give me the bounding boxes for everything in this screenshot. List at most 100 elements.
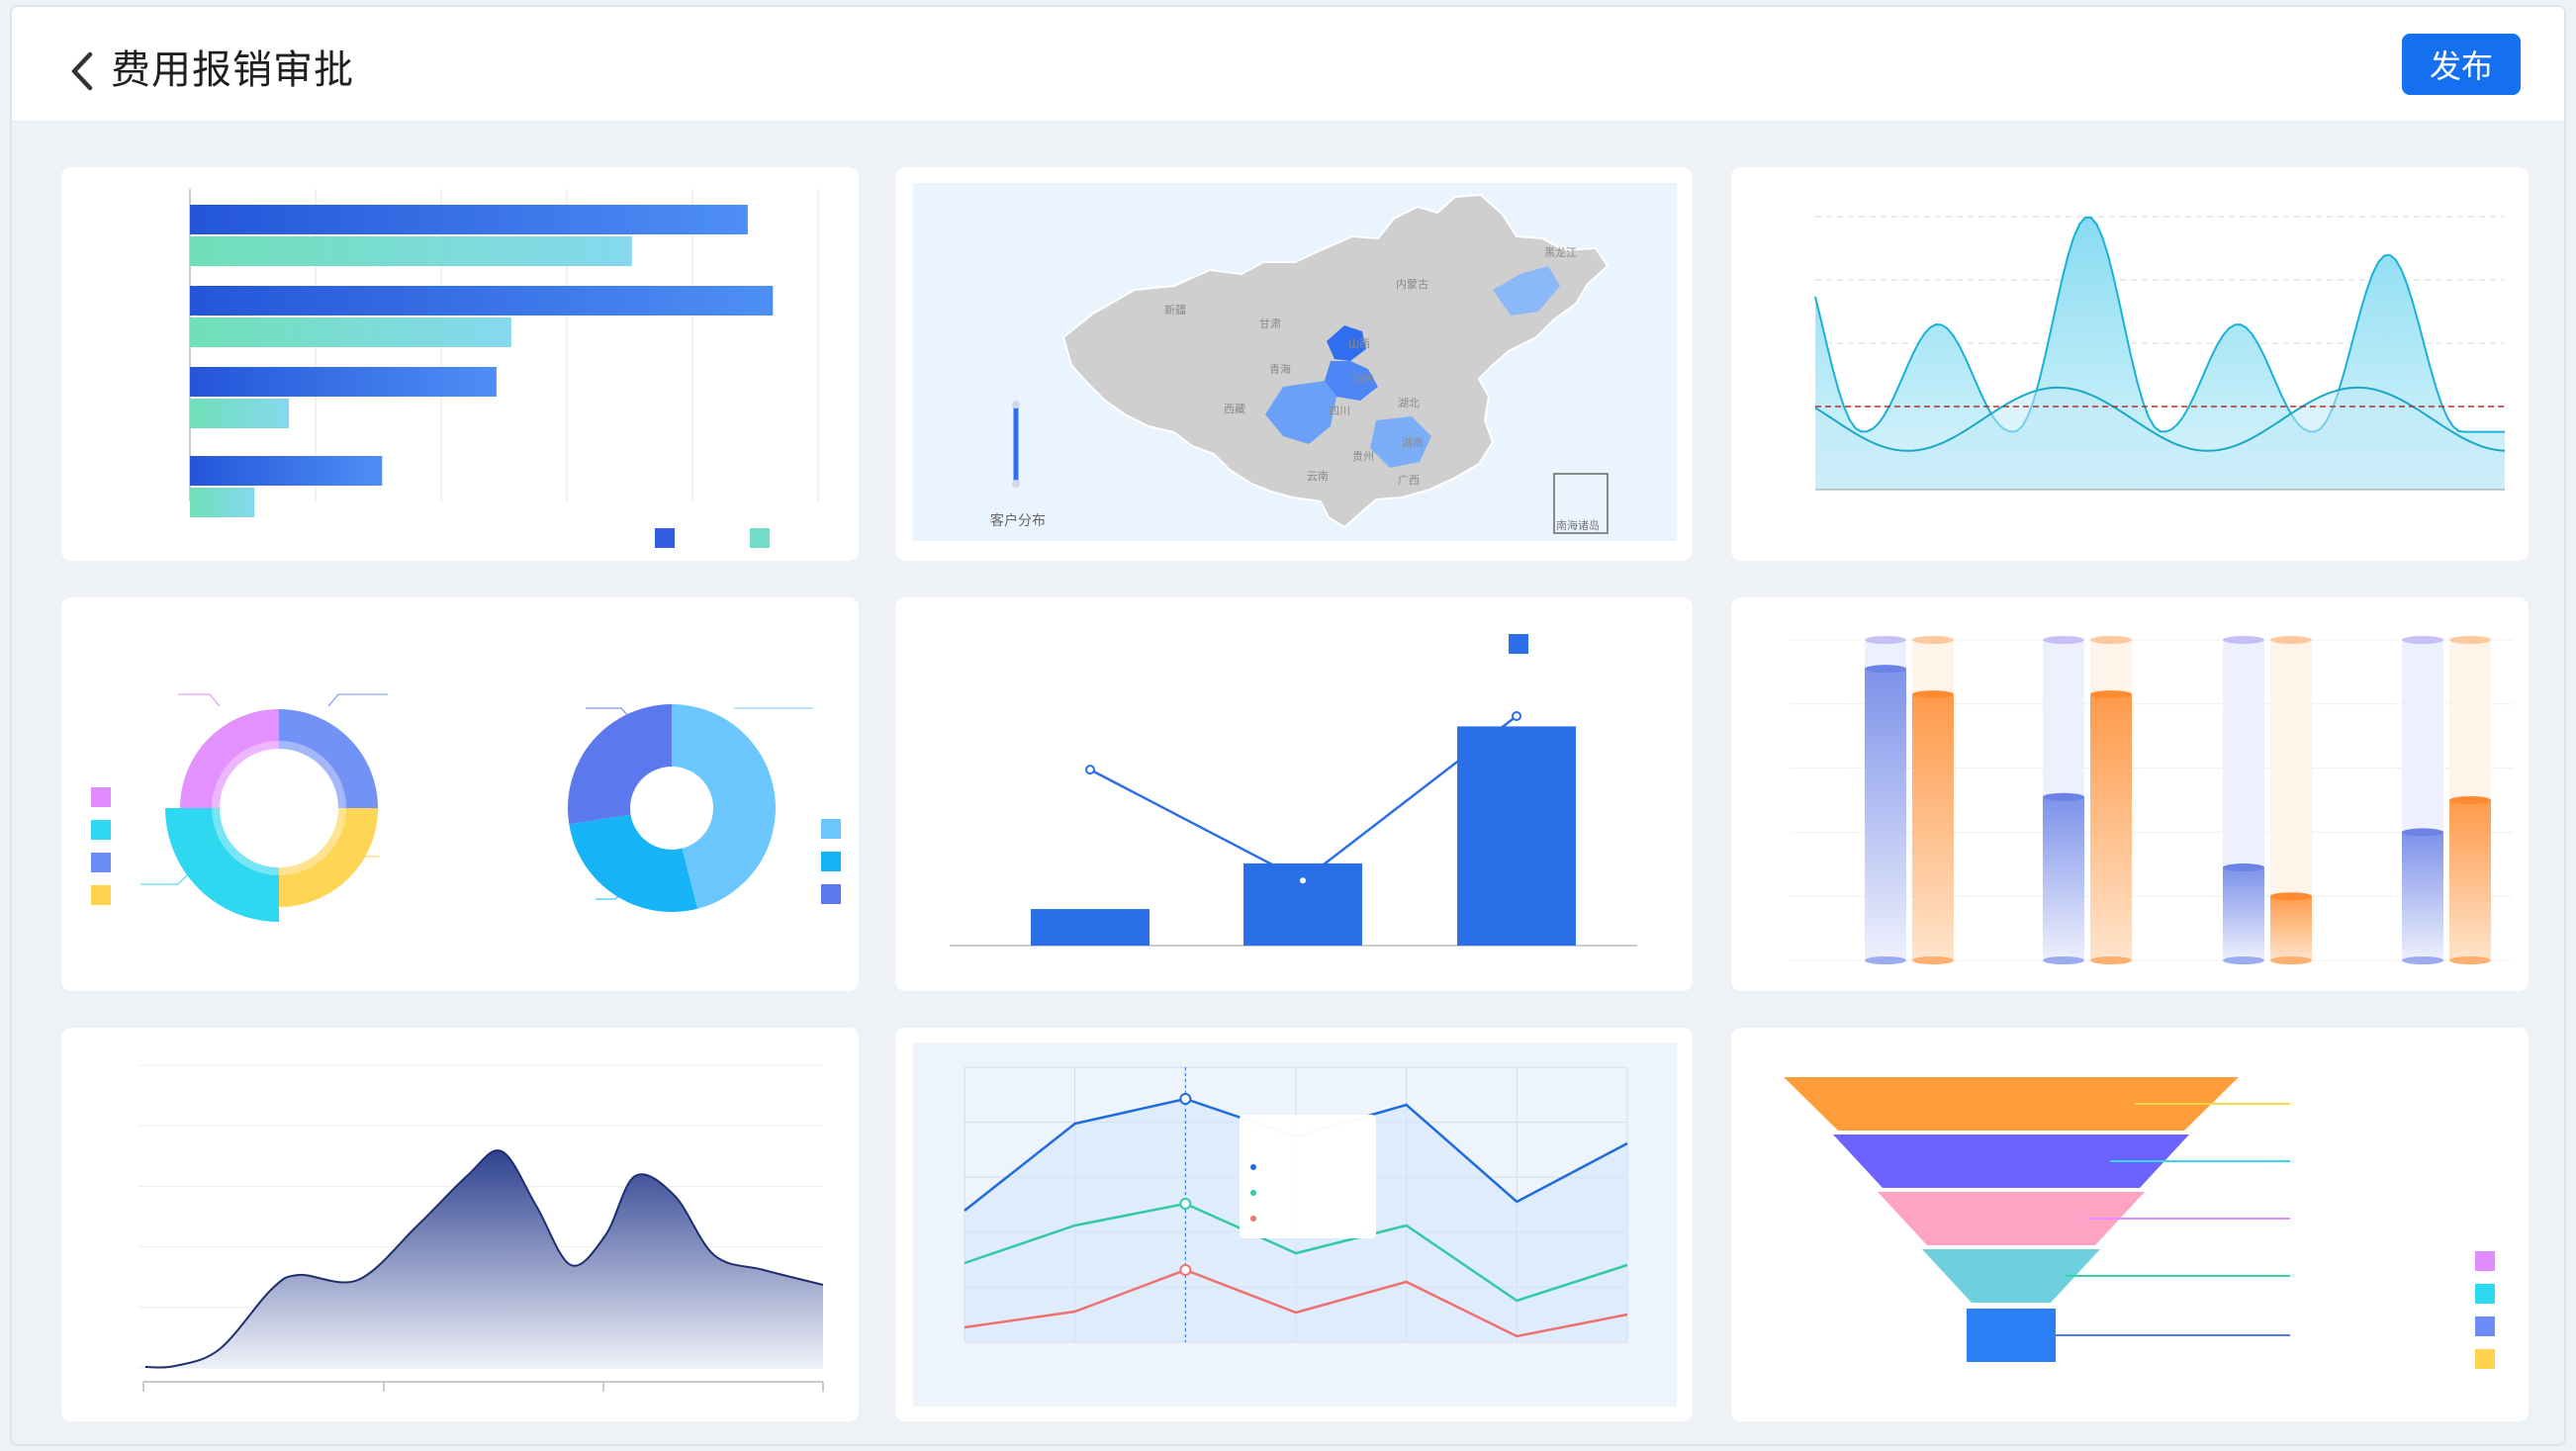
legend-swatch xyxy=(2475,1284,2495,1304)
legend-swatch xyxy=(91,853,111,872)
bar-work-order xyxy=(1457,726,1576,946)
card-salesperson-bar xyxy=(61,167,859,561)
svg-text:湖南: 湖南 xyxy=(1402,436,1424,449)
funnel-stage xyxy=(1967,1309,2056,1362)
back-icon[interactable] xyxy=(66,48,98,94)
legend-swatch xyxy=(91,820,111,840)
donut-slice xyxy=(180,709,279,808)
donut-slice xyxy=(672,704,776,909)
legend-swatch xyxy=(91,885,111,905)
salesperson-bar-chart xyxy=(189,189,819,548)
tooltip-dot xyxy=(1250,1190,1256,1196)
svg-text:湖北: 湖北 xyxy=(1398,397,1420,409)
bar-work-order xyxy=(1031,909,1150,946)
map-region-highlight-henan[interactable] xyxy=(1325,361,1378,401)
svg-text:河南: 河南 xyxy=(1352,373,1374,386)
donut-inner-ring xyxy=(279,808,346,875)
bar-production xyxy=(190,367,497,397)
map-region-highlight-west[interactable] xyxy=(1265,381,1336,444)
tooltip-dot xyxy=(1250,1216,1256,1222)
cylinder-base-a xyxy=(1865,956,1906,964)
card-work-order xyxy=(895,597,1693,991)
card-monthly-area xyxy=(61,1028,859,1421)
trend-line xyxy=(1089,715,1518,882)
donut-slice xyxy=(165,808,279,922)
area-line xyxy=(144,1149,824,1369)
legend-swatch xyxy=(2475,1316,2495,1336)
cylinder-base-a xyxy=(2043,956,2084,964)
legend-swatch xyxy=(821,884,841,904)
cylinder-cap-b xyxy=(2090,636,2132,644)
cylinder-top-a xyxy=(1865,665,1906,674)
funnel-stage xyxy=(1922,1249,2100,1303)
order-lines-chart xyxy=(913,1043,1677,1406)
leader-line xyxy=(327,693,388,707)
donut-inner-ring xyxy=(212,808,279,875)
donut-charts xyxy=(91,693,841,922)
cylinder-bar-a xyxy=(1865,669,1906,960)
svg-text:广西: 广西 xyxy=(1398,474,1420,487)
leader-line xyxy=(596,887,628,900)
svg-text:四川: 四川 xyxy=(1329,405,1350,417)
tooltip-box xyxy=(1240,1115,1376,1238)
svg-text:青海: 青海 xyxy=(1269,362,1291,376)
card-china-map: 新疆 西藏 青海 甘肃 四川 内蒙古 黑龙江 山西 河南 湖北 湖南 广西 云南 贵州 南海诸岛 … xyxy=(895,167,1693,561)
app-frame: 费用报销审批 发布 新疆 西藏 青海 甘肃 四川 内蒙古 黑龙江 山西 河南 湖北 湖南 广西 … xyxy=(10,5,2566,1446)
cylinder-cap-a xyxy=(2043,636,2084,644)
bar-production xyxy=(190,456,383,486)
cylinder-base-a xyxy=(2223,956,2264,964)
cylinder-top-a xyxy=(2043,792,2084,801)
legend-swatch xyxy=(821,852,841,871)
series-line xyxy=(964,1202,1628,1303)
legend-swatch-qualified xyxy=(750,528,770,548)
cylinder-cap-b xyxy=(1912,636,1954,644)
conversion-funnel-chart xyxy=(1784,1077,2495,1369)
cylinder-bar-a xyxy=(2223,867,2264,960)
cylinder-top-a xyxy=(2223,863,2264,872)
svg-text:黑龙江: 黑龙江 xyxy=(1544,246,1577,259)
svg-text:山西: 山西 xyxy=(1348,337,1370,350)
card-order-lines xyxy=(895,1028,1693,1421)
publish-button[interactable]: 发布 xyxy=(2402,34,2521,95)
card-funnel xyxy=(1731,1028,2529,1421)
bar-qualified xyxy=(190,317,511,347)
bar-qualified xyxy=(190,236,632,266)
map-region-highlight-northeast[interactable] xyxy=(1493,266,1560,316)
wave-line-secondary xyxy=(1814,386,2506,452)
trend-point xyxy=(1085,765,1095,775)
page-header: 费用报销审批 发布 xyxy=(12,7,2564,122)
bar-production xyxy=(190,286,774,316)
leader-line xyxy=(178,693,221,707)
svg-text:南海诸岛: 南海诸岛 xyxy=(1556,518,1600,532)
map-legend-title: 客户分布 xyxy=(990,512,1046,529)
daily-waves-chart xyxy=(1814,216,2506,491)
cylinder-cap-a xyxy=(2402,636,2443,644)
legend-swatch xyxy=(821,819,841,839)
donut-slice xyxy=(279,808,378,907)
bar-qualified xyxy=(190,488,255,517)
trend-point xyxy=(1298,875,1308,886)
card-cylinders xyxy=(1731,597,2529,991)
south-china-sea-inset xyxy=(1553,473,1609,534)
work-order-combo-chart xyxy=(950,634,1637,947)
map-region-highlight-north[interactable] xyxy=(1327,325,1366,361)
donut-inner-ring xyxy=(279,741,346,808)
wave-area-secondary xyxy=(1815,387,2505,490)
tooltip xyxy=(1240,1115,1376,1238)
svg-text:云南: 云南 xyxy=(1307,470,1329,483)
map-region-highlight-south[interactable] xyxy=(1370,416,1431,468)
hover-point xyxy=(1179,1198,1192,1210)
legend-swatch xyxy=(91,787,111,807)
donut-slice xyxy=(279,709,378,808)
donut-slice xyxy=(568,704,672,825)
cylinder-top-b xyxy=(2090,690,2132,699)
svg-text:新疆: 新疆 xyxy=(1164,303,1186,317)
leader-line xyxy=(140,873,189,885)
cylinder-top-b xyxy=(2270,892,2312,901)
legend-swatch-production xyxy=(655,528,675,548)
funnel-stage xyxy=(1833,1134,2189,1188)
wave-line-primary xyxy=(1814,216,2505,433)
cylinder-cap-a xyxy=(2223,636,2264,644)
funnel-stage xyxy=(1784,1077,2239,1131)
